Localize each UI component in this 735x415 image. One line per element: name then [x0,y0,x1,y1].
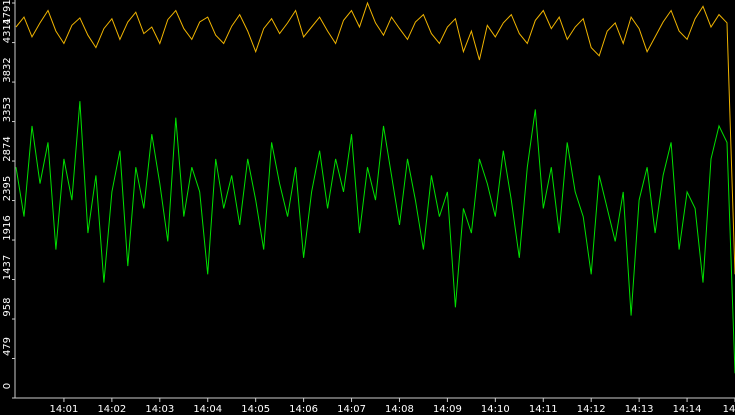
y-tick-label: 2874 [2,136,13,161]
series-line [15,1,735,275]
y-tick-label: 3353 [2,97,13,122]
x-tick-label: 14:10 [481,404,510,415]
x-tick-label: 14:12 [577,404,606,415]
y-tick-label: 4311 [2,18,13,43]
x-tick-label: 14:01 [50,404,79,415]
y-tick-label: 0 [2,383,13,389]
y-tick-label: 958 [2,297,13,316]
x-tick-label: 14:13 [625,404,654,415]
x-tick-label: 14:09 [433,404,462,415]
x-tick-label: 14:08 [385,404,414,415]
x-tick-label: 14:04 [193,404,222,415]
y-tick-label: 2395 [2,176,13,201]
y-tick-label: 479 [2,337,13,356]
y-tick-label: 1916 [2,215,13,240]
x-tick-label: 14:05 [241,404,270,415]
x-tick-label: 14:07 [337,404,366,415]
x-tick-label: 14:11 [529,404,558,415]
x-tick-label: 14:14 [673,404,702,415]
x-tick-label: 14:06 [289,404,318,415]
x-tick-label: 14:03 [145,404,174,415]
y-tick-label: 4791 [2,0,13,25]
x-tick-label: 14:02 [97,404,126,415]
y-tick-label: 1437 [2,255,13,280]
y-tick-label: 3832 [2,57,13,82]
series-line [15,101,735,374]
x-tick-label: 14 [723,404,735,415]
